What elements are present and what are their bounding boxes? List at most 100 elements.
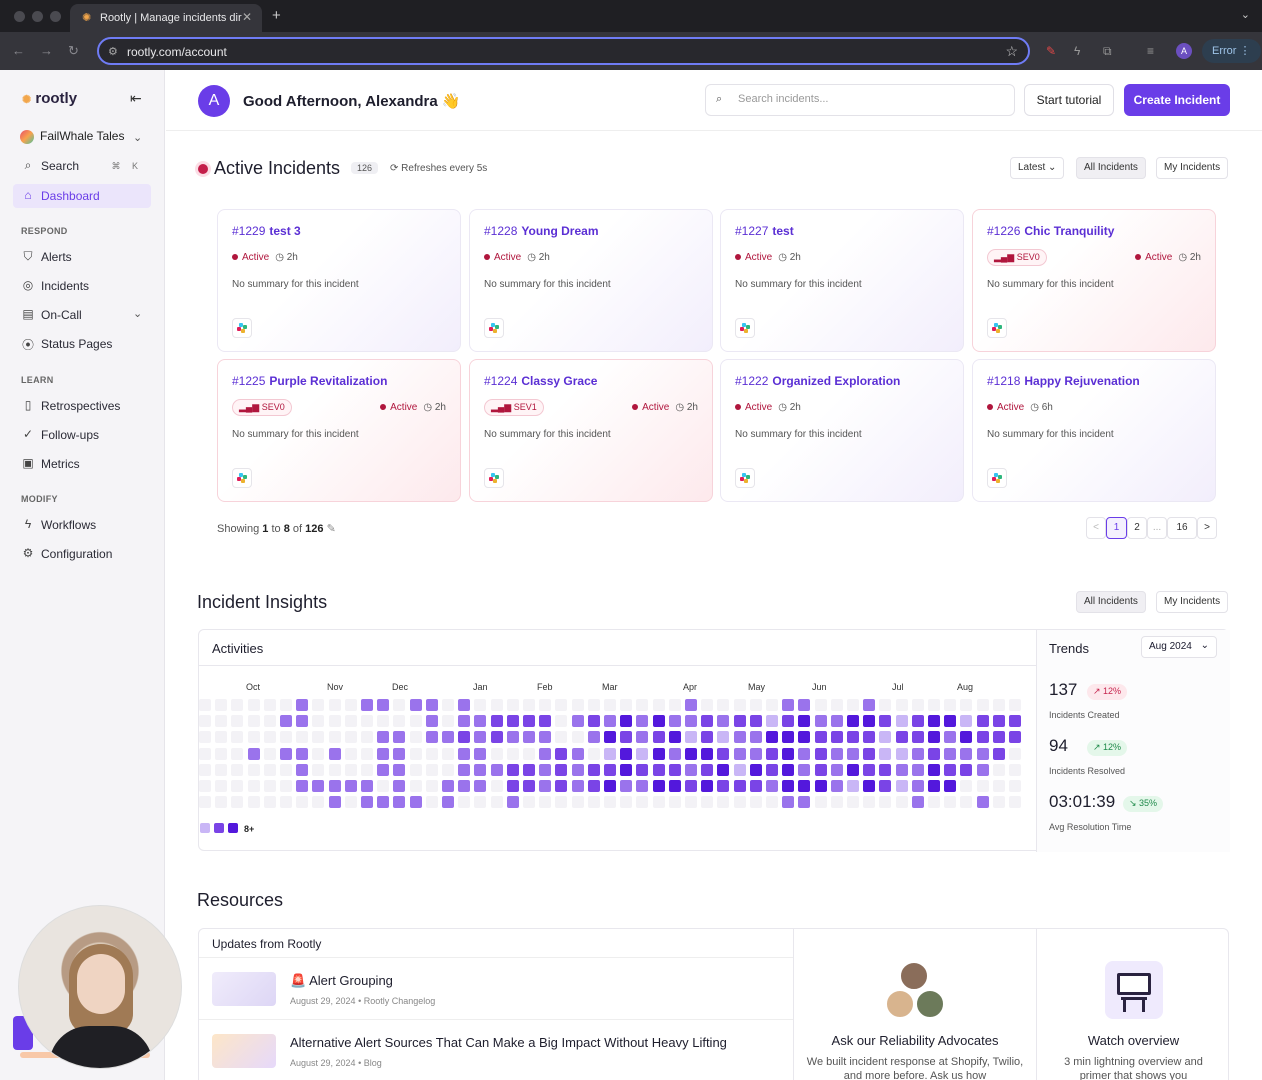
heatmap-cell[interactable] bbox=[539, 796, 552, 809]
update-title[interactable]: 🚨 Alert Grouping bbox=[290, 973, 393, 988]
pager-page-16[interactable]: 16 bbox=[1167, 517, 1197, 539]
collapse-sidebar-icon[interactable]: ⇤ bbox=[130, 90, 142, 106]
heatmap-cell[interactable] bbox=[830, 763, 843, 776]
heatmap-cell[interactable] bbox=[636, 731, 649, 744]
heatmap-cell[interactable] bbox=[442, 731, 454, 744]
heatmap-cell[interactable] bbox=[490, 715, 503, 728]
insights-my-incidents-button[interactable]: My Incidents bbox=[1156, 591, 1229, 613]
heatmap-cell[interactable] bbox=[944, 747, 957, 760]
heatmap-cell[interactable] bbox=[814, 699, 827, 711]
heatmap-cell[interactable] bbox=[555, 715, 568, 728]
filter-all-incidents-button[interactable]: All Incidents bbox=[1076, 157, 1146, 179]
heatmap-cell[interactable] bbox=[976, 747, 989, 760]
heatmap-cell[interactable] bbox=[393, 763, 406, 776]
heatmap-cell[interactable] bbox=[830, 715, 843, 728]
heatmap-cell[interactable] bbox=[231, 763, 244, 776]
incident-card[interactable]: #1224 Classy Grace ▂▄▆ SEV1 Active ◷ 2h No su… bbox=[469, 359, 713, 502]
heatmap-cell[interactable] bbox=[863, 731, 876, 744]
heatmap-cell[interactable] bbox=[393, 715, 406, 728]
heatmap-cell[interactable] bbox=[199, 715, 211, 728]
heatmap-cell[interactable] bbox=[458, 731, 471, 744]
heatmap-cell[interactable] bbox=[701, 731, 714, 744]
heatmap-cell[interactable] bbox=[701, 715, 714, 728]
pager-prev-button[interactable]: < bbox=[1086, 517, 1106, 539]
sidebar-item-search[interactable]: ⌕ Search ⌘ K bbox=[13, 154, 151, 178]
back-icon[interactable]: ← bbox=[12, 43, 25, 58]
heatmap-cell[interactable] bbox=[928, 731, 940, 744]
heatmap-cell[interactable] bbox=[296, 747, 309, 760]
heatmap-cell[interactable] bbox=[280, 715, 292, 728]
heatmap-cell[interactable] bbox=[717, 731, 730, 744]
extension-pen-icon[interactable]: ✎ bbox=[1046, 44, 1057, 58]
heatmap-cell[interactable] bbox=[312, 796, 325, 809]
window-close-dot[interactable] bbox=[14, 11, 25, 22]
heatmap-cell[interactable] bbox=[1009, 731, 1021, 744]
heatmap-cell[interactable] bbox=[555, 699, 568, 711]
heatmap-cell[interactable] bbox=[733, 780, 746, 792]
heatmap-cell[interactable] bbox=[425, 796, 438, 809]
on-call-chevron-down-icon[interactable]: ⌄ bbox=[133, 308, 143, 320]
filter-my-incidents-button[interactable]: My Incidents bbox=[1156, 157, 1229, 179]
heatmap-cell[interactable] bbox=[344, 780, 357, 792]
heatmap-cell[interactable] bbox=[458, 780, 471, 792]
heatmap-cell[interactable] bbox=[587, 796, 600, 809]
heatmap-cell[interactable] bbox=[312, 747, 325, 760]
heatmap-cell[interactable] bbox=[263, 780, 276, 792]
heatmap-cell[interactable] bbox=[604, 731, 616, 744]
heatmap-cell[interactable] bbox=[620, 715, 633, 728]
heatmap-cell[interactable] bbox=[701, 780, 714, 792]
heatmap-cell[interactable] bbox=[717, 715, 730, 728]
pager-next-button[interactable]: > bbox=[1197, 517, 1217, 539]
sidebar-item-incidents[interactable]: ◎ Incidents bbox=[13, 274, 151, 298]
heatmap-cell[interactable] bbox=[895, 747, 908, 760]
heatmap-cell[interactable] bbox=[928, 747, 940, 760]
heatmap-cell[interactable] bbox=[555, 796, 568, 809]
heatmap-cell[interactable] bbox=[879, 715, 892, 728]
heatmap-cell[interactable] bbox=[798, 763, 811, 776]
sidebar-item-alerts[interactable]: ⛉ Alerts bbox=[13, 245, 151, 269]
heatmap-cell[interactable] bbox=[587, 715, 600, 728]
heatmap-cell[interactable] bbox=[409, 715, 422, 728]
heatmap-cell[interactable] bbox=[587, 747, 600, 760]
heatmap-cell[interactable] bbox=[911, 763, 924, 776]
heatmap-cell[interactable] bbox=[571, 796, 584, 809]
browser-tab[interactable]: ✺ Rootly | Manage incidents dir ✕ bbox=[70, 4, 262, 32]
heatmap-cell[interactable] bbox=[344, 796, 357, 809]
heatmap-cell[interactable] bbox=[425, 747, 438, 760]
heatmap-cell[interactable] bbox=[506, 699, 519, 711]
slack-icon[interactable] bbox=[232, 318, 252, 338]
heatmap-cell[interactable] bbox=[960, 731, 973, 744]
heatmap-cell[interactable] bbox=[911, 747, 924, 760]
heatmap-cell[interactable] bbox=[361, 763, 373, 776]
incident-title[interactable]: #1218 Happy Rejuvenation bbox=[987, 374, 1201, 388]
heatmap-cell[interactable] bbox=[361, 747, 373, 760]
heatmap-cell[interactable] bbox=[328, 731, 341, 744]
heatmap-cell[interactable] bbox=[571, 731, 584, 744]
sidebar-item-on-call[interactable]: ▤ On-Call ⌄ bbox=[13, 303, 151, 327]
heatmap-cell[interactable] bbox=[571, 763, 584, 776]
heatmap-cell[interactable] bbox=[717, 796, 730, 809]
heatmap-cell[interactable] bbox=[523, 763, 535, 776]
heatmap-cell[interactable] bbox=[830, 731, 843, 744]
heatmap-cell[interactable] bbox=[636, 699, 649, 711]
heatmap-cell[interactable] bbox=[231, 747, 244, 760]
heatmap-cell[interactable] bbox=[766, 715, 778, 728]
list-item[interactable]: Alternative Alert Sources That Can Make … bbox=[199, 1019, 793, 1080]
heatmap-cell[interactable] bbox=[231, 796, 244, 809]
heatmap-cell[interactable] bbox=[215, 780, 228, 792]
heatmap-cell[interactable] bbox=[1009, 763, 1021, 776]
heatmap-cell[interactable] bbox=[782, 780, 795, 792]
heatmap-cell[interactable] bbox=[701, 796, 714, 809]
site-settings-icon[interactable]: ⚙ bbox=[108, 46, 118, 58]
heatmap-cell[interactable] bbox=[442, 796, 454, 809]
reload-icon[interactable]: ↻ bbox=[68, 43, 79, 58]
heatmap-cell[interactable] bbox=[215, 699, 228, 711]
heatmap-cell[interactable] bbox=[231, 715, 244, 728]
heatmap-cell[interactable] bbox=[976, 763, 989, 776]
heatmap-cell[interactable] bbox=[814, 796, 827, 809]
heatmap-cell[interactable] bbox=[652, 780, 665, 792]
heatmap-cell[interactable] bbox=[636, 747, 649, 760]
heatmap-cell[interactable] bbox=[895, 796, 908, 809]
heatmap-cell[interactable] bbox=[830, 796, 843, 809]
heatmap-cell[interactable] bbox=[539, 715, 552, 728]
